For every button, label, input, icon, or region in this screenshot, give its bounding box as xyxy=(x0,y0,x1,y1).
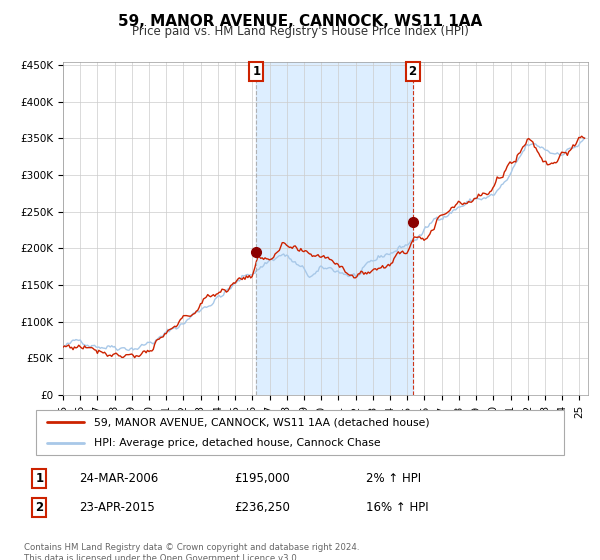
Text: 1: 1 xyxy=(35,472,44,486)
Text: £236,250: £236,250 xyxy=(234,501,290,514)
Text: £195,000: £195,000 xyxy=(234,472,290,486)
FancyBboxPatch shape xyxy=(36,410,564,455)
Text: 2: 2 xyxy=(35,501,44,514)
Text: 1: 1 xyxy=(252,66,260,78)
Text: Contains HM Land Registry data © Crown copyright and database right 2024.
This d: Contains HM Land Registry data © Crown c… xyxy=(24,543,359,560)
Text: 2% ↑ HPI: 2% ↑ HPI xyxy=(366,472,421,486)
Text: 16% ↑ HPI: 16% ↑ HPI xyxy=(366,501,429,514)
Text: HPI: Average price, detached house, Cannock Chase: HPI: Average price, detached house, Cann… xyxy=(94,437,381,447)
Text: 2: 2 xyxy=(409,66,416,78)
Text: 23-APR-2015: 23-APR-2015 xyxy=(79,501,155,514)
Text: 59, MANOR AVENUE, CANNOCK, WS11 1AA (detached house): 59, MANOR AVENUE, CANNOCK, WS11 1AA (det… xyxy=(94,417,430,427)
Bar xyxy=(256,62,413,395)
Text: Price paid vs. HM Land Registry's House Price Index (HPI): Price paid vs. HM Land Registry's House … xyxy=(131,25,469,38)
Text: 59, MANOR AVENUE, CANNOCK, WS11 1AA: 59, MANOR AVENUE, CANNOCK, WS11 1AA xyxy=(118,14,482,29)
Text: 24-MAR-2006: 24-MAR-2006 xyxy=(79,472,158,486)
